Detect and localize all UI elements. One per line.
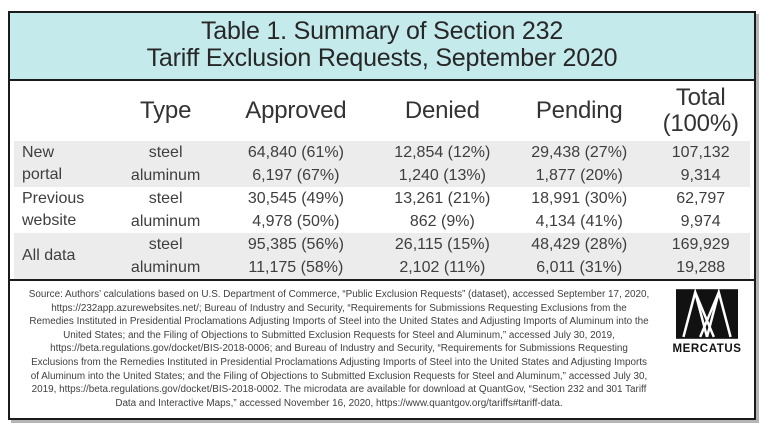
cell-denied: 862 (9%) xyxy=(409,212,475,230)
table-title: Table 1. Summary of Section 232 Tariff E… xyxy=(10,13,754,81)
cell-pending: 29,438 (27%) xyxy=(507,141,652,164)
mercatus-logo-text: MERCATUS xyxy=(672,343,742,355)
summary-table: Type Approved Denied Pending Total (100%… xyxy=(14,81,750,279)
cell-total: 9,314 xyxy=(651,164,750,187)
source-note: Source: Authors’ calculations based on U… xyxy=(28,289,650,409)
cell-denied: 12,854 (12%) xyxy=(377,141,508,164)
cell-approved: 4,978 (50%) xyxy=(252,212,340,230)
cell-type: steel xyxy=(148,189,183,207)
cell-approved: 11,175 (58%) xyxy=(214,256,378,279)
cell-pending: 4,134 (41%) xyxy=(535,212,623,230)
table-row: All data steel 95,385 (56%) 26,115 (15%)… xyxy=(14,233,750,279)
row-group-label-new-portal: New portal xyxy=(14,141,118,187)
table-row: Previous website steel 30,545 (49%) 13,2… xyxy=(14,187,750,230)
table-row: New portal steel 64,840 (61%) 12,854 (12… xyxy=(14,141,750,187)
table-title-line2: Tariff Exclusion Requests, September 202… xyxy=(146,44,618,72)
col-header-type: Type xyxy=(139,97,192,124)
col-header-total: Total (100%) xyxy=(662,84,739,137)
cell-total: 62,797 xyxy=(676,189,726,207)
cell-type: aluminum xyxy=(117,256,215,279)
cell-approved: 6,197 (67%) xyxy=(214,164,378,187)
mercatus-logo: MERCATUS xyxy=(664,288,750,355)
cell-denied: 26,115 (15%) xyxy=(377,233,508,256)
cell-approved: 64,840 (61%) xyxy=(214,141,378,164)
cell-total: 9,974 xyxy=(680,212,721,230)
source-section: Source: Authors’ calculations based on U… xyxy=(10,281,754,418)
col-header-pending: Pending xyxy=(535,97,623,124)
cell-type: aluminum xyxy=(130,212,201,230)
table-row: aluminum 11,175 (58%) 2,102 (11%) 6,011 … xyxy=(14,256,750,279)
cell-total: 19,288 xyxy=(651,256,750,279)
cell-denied: 1,240 (13%) xyxy=(377,164,508,187)
table-section: Type Approved Denied Pending Total (100%… xyxy=(10,81,754,281)
cell-denied: 13,261 (21%) xyxy=(394,189,491,207)
row-group-label-previous-website: Previous website xyxy=(22,190,85,229)
cell-total: 107,132 xyxy=(651,141,750,164)
table-title-line1: Table 1. Summary of Section 232 xyxy=(200,17,564,45)
table-row: aluminum 4,978 (50%) 862 (9%) 4,134 (41%… xyxy=(14,210,750,233)
row-group-label-all-data: All data xyxy=(14,233,118,279)
col-header-empty xyxy=(14,81,117,141)
table-panel: Table 1. Summary of Section 232 Tariff E… xyxy=(8,11,756,421)
table-row: aluminum 6,197 (67%) 1,240 (13%) 1,877 (… xyxy=(14,164,750,187)
header-row: Type Approved Denied Pending Total (100%… xyxy=(14,81,750,141)
cell-pending: 18,991 (30%) xyxy=(531,189,628,207)
col-header-approved: Approved xyxy=(245,97,347,124)
mercatus-logo-icon xyxy=(676,289,738,339)
col-header-denied: Denied xyxy=(404,97,480,124)
cell-denied: 2,102 (11%) xyxy=(377,256,508,279)
cell-type: aluminum xyxy=(117,164,215,187)
cell-approved: 95,385 (56%) xyxy=(214,233,378,256)
cell-pending: 1,877 (20%) xyxy=(507,164,652,187)
cell-type: steel xyxy=(117,141,215,164)
cell-total: 169,929 xyxy=(651,233,750,256)
cell-type: steel xyxy=(117,233,215,256)
cell-pending: 48,429 (28%) xyxy=(507,233,652,256)
cell-pending: 6,011 (31%) xyxy=(507,256,652,279)
cell-approved: 30,545 (49%) xyxy=(247,189,344,207)
